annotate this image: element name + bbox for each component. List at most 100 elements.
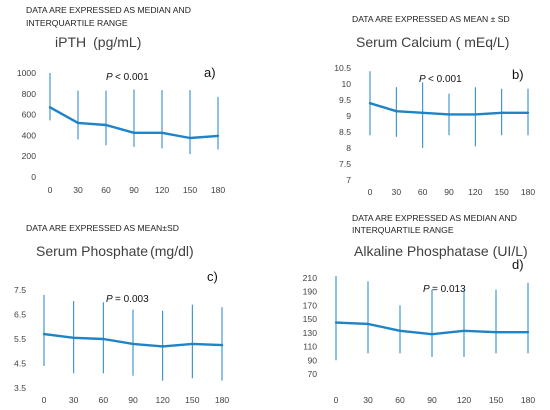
data-point (188, 136, 192, 140)
x-tick-label: 150 (494, 187, 509, 197)
data-point (500, 111, 503, 115)
data-point (447, 113, 451, 116)
panel-label: c) (207, 269, 218, 284)
data-point (430, 333, 434, 336)
x-tick-label: 120 (155, 185, 170, 195)
chart-title-unit: ( mEq/L) (456, 34, 510, 50)
x-tick-label: 60 (101, 185, 111, 195)
y-tick-label: 210 (303, 273, 318, 283)
x-tick-label: 30 (73, 185, 83, 195)
data-point (366, 322, 370, 326)
data-point (421, 111, 424, 115)
data-point (132, 131, 136, 134)
y-tick-label: 9.5 (339, 95, 351, 105)
p-value-symbol: P (423, 284, 430, 295)
chart-panel-d: DATA ARE EXPRESSED AS MEDIAN AND INTERQUA… (303, 213, 536, 405)
x-tick-label: 30 (392, 187, 402, 197)
data-point (191, 342, 194, 346)
panel-label: a) (204, 65, 216, 80)
y-tick-label: 5.5 (14, 334, 26, 344)
y-tick-label: 9 (346, 111, 351, 121)
data-point (160, 131, 164, 134)
chart-panel-c: DATA ARE EXPRESSED AS MEAN±SD Serum Phosp… (14, 223, 229, 405)
y-tick-label: 1000 (17, 68, 36, 78)
y-tick-label: 4.5 (14, 359, 26, 369)
y-tick-label: 8 (346, 143, 351, 153)
x-tick-label: 0 (42, 395, 47, 405)
y-tick-label: 0 (31, 172, 36, 182)
x-tick-label: 30 (69, 395, 79, 405)
p-value: = 0.003 (115, 294, 149, 305)
y-tick-label: 7.5 (14, 285, 26, 295)
p-value-symbol: P (419, 74, 426, 85)
chart-title: Alkaline Phosphatase (354, 243, 489, 259)
data-point (42, 332, 46, 336)
data-point (334, 321, 338, 324)
y-tick-label: 800 (22, 89, 37, 99)
data-point (104, 123, 108, 127)
data-point (462, 329, 466, 332)
chart-note: INTERQUARTILE RANGE (26, 18, 128, 28)
x-tick-label: 0 (334, 395, 339, 405)
chart-note: DATA ARE EXPRESSED AS MEDIAN AND (352, 213, 517, 223)
y-tick-label: 110 (303, 342, 317, 352)
y-tick-label: 200 (22, 151, 37, 161)
y-tick-label: 70 (307, 369, 317, 379)
x-tick-label: 60 (395, 395, 405, 405)
data-point (131, 342, 135, 346)
data-point (368, 102, 372, 105)
data-point (398, 329, 402, 332)
x-tick-label: 150 (183, 185, 198, 195)
x-tick-label: 150 (489, 395, 504, 405)
x-tick-label: 180 (521, 395, 536, 405)
x-tick-label: 90 (129, 185, 139, 195)
y-tick-label: 130 (303, 328, 318, 338)
p-value: < 0.001 (115, 72, 149, 83)
data-point (395, 110, 398, 113)
x-tick-label: 180 (211, 185, 226, 195)
y-tick-label: 190 (303, 287, 318, 297)
data-point (474, 113, 477, 116)
chart-title-unit: (mg/dl) (150, 243, 194, 259)
y-tick-label: 400 (22, 130, 37, 140)
p-value-symbol: P (106, 294, 113, 305)
chart-panel-b: DATA ARE EXPRESSED AS MEAN ± SD Serum Cal… (334, 14, 535, 197)
p-value-symbol: P (106, 72, 113, 83)
chart-title-unit: (pg/mL) (93, 34, 141, 50)
data-point (216, 134, 220, 138)
chart-note: DATA ARE EXPRESSED AS MEDIAN AND (26, 5, 191, 15)
p-value: = 0.013 (432, 284, 466, 295)
x-tick-label: 60 (418, 187, 428, 197)
x-tick-label: 120 (155, 395, 170, 405)
data-point (48, 106, 52, 109)
panel-label: b) (512, 67, 524, 82)
panel-label: d) (512, 257, 524, 272)
y-tick-label: 150 (303, 314, 318, 324)
chart-title: Serum Calcium (356, 34, 452, 50)
data-point (220, 343, 224, 347)
data-point (161, 345, 164, 348)
chart-panel-a: DATA ARE EXPRESSED AS MEDIAN AND INTERQUA… (17, 5, 226, 195)
data-point (76, 121, 80, 125)
x-tick-label: 180 (521, 187, 536, 197)
x-tick-label: 150 (185, 395, 200, 405)
x-tick-label: 90 (427, 395, 437, 405)
y-tick-label: 6.5 (14, 310, 26, 320)
y-tick-label: 10 (341, 79, 351, 89)
data-point (72, 336, 75, 339)
x-tick-label: 0 (368, 187, 373, 197)
chart-title: Serum Phosphate (36, 243, 148, 259)
y-tick-label: 170 (303, 300, 318, 310)
x-tick-label: 120 (457, 395, 472, 405)
y-tick-label: 3.5 (14, 383, 26, 393)
x-tick-label: 90 (128, 395, 138, 405)
data-point (526, 111, 530, 115)
x-tick-label: 0 (48, 185, 53, 195)
x-tick-label: 60 (99, 395, 109, 405)
chart-note: INTERQUARTILE RANGE (352, 225, 454, 235)
y-tick-label: 600 (22, 110, 37, 120)
p-value: < 0.001 (428, 74, 462, 85)
chart-title-unit: (UI/L) (493, 243, 528, 259)
